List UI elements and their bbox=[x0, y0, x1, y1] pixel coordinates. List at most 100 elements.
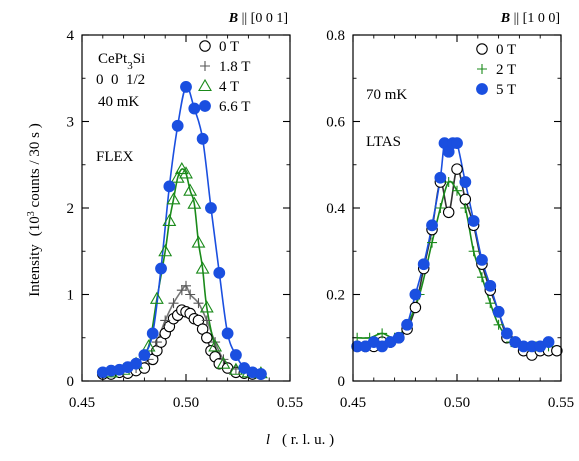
left-temperature-label: 40 mK bbox=[98, 94, 139, 110]
right-temperature-label: 70 mK bbox=[366, 87, 407, 103]
left-data-point bbox=[185, 289, 196, 300]
right-data-point bbox=[467, 215, 480, 227]
left-data-point bbox=[130, 357, 142, 370]
left-legend-label: 6.6 T bbox=[219, 99, 250, 115]
left-data-point bbox=[230, 349, 242, 361]
right-legend-marker bbox=[477, 64, 487, 74]
left-legend-item-2: 4 T bbox=[198, 78, 239, 95]
left-legend-label: 0 T bbox=[219, 39, 239, 55]
left-legend-label: 1.8 T bbox=[219, 59, 250, 75]
right-data-point bbox=[409, 301, 422, 314]
left-legend-label: 4 T bbox=[219, 79, 239, 95]
right-data-points bbox=[351, 137, 563, 361]
left-legend-marker bbox=[200, 61, 210, 71]
right-data-point bbox=[434, 171, 447, 184]
left-field-label: B || [0 0 1] bbox=[228, 11, 288, 26]
left-data-point bbox=[163, 180, 176, 193]
left-data-point bbox=[149, 291, 164, 304]
left-xtick-label: 0.55 bbox=[277, 395, 303, 411]
right-axis-ticks: 0.45 0.50 0.55 0 0.2 0.4 0.6 0.8 bbox=[326, 28, 574, 411]
right-xtick-label: 0.50 bbox=[444, 395, 470, 411]
right-data-point bbox=[476, 253, 488, 266]
left-data-point bbox=[176, 285, 187, 296]
right-data-point bbox=[443, 177, 454, 188]
left-data-point bbox=[168, 298, 179, 309]
right-data-point bbox=[426, 219, 438, 232]
left-xtick-label: 0.50 bbox=[173, 395, 199, 411]
right-legend-item-2: 5 T bbox=[476, 82, 516, 98]
right-series-1 bbox=[352, 177, 554, 352]
left-data-point bbox=[191, 235, 206, 248]
left-data-point bbox=[155, 262, 167, 275]
right-data-point bbox=[485, 298, 496, 309]
right-legend-marker bbox=[476, 43, 488, 55]
panel-right: 0.45 0.50 0.55 0 0.2 0.4 0.6 0.8 B || [1 0 0] 7… bbox=[326, 11, 574, 411]
left-ytick-label: 0 bbox=[67, 374, 75, 390]
right-fit-curve-0 bbox=[357, 168, 557, 356]
right-data-point bbox=[442, 206, 455, 219]
right-field-label: B || [1 0 0] bbox=[500, 11, 560, 26]
left-series-3 bbox=[96, 81, 267, 380]
left-data-point bbox=[195, 261, 210, 274]
left-data-point bbox=[193, 298, 204, 309]
right-data-point bbox=[377, 328, 388, 339]
left-legend-item-0: 0 T bbox=[199, 39, 239, 55]
left-legend-item-3: 6.6 T bbox=[199, 99, 250, 115]
left-legend-marker bbox=[199, 40, 211, 52]
x-axis-label: l( r. l. u. ) bbox=[266, 432, 334, 448]
left-ytick-label: 3 bbox=[67, 115, 75, 131]
left-ytick-label: 2 bbox=[67, 201, 75, 217]
right-instrument-label: LTAS bbox=[366, 134, 401, 150]
y-axis-label: Intensity(103 counts / 30 s ) bbox=[26, 123, 44, 296]
left-data-point bbox=[254, 368, 267, 380]
right-data-point bbox=[493, 319, 504, 330]
right-data-point bbox=[452, 185, 462, 196]
left-data-point bbox=[213, 266, 226, 279]
right-data-point bbox=[476, 272, 487, 283]
right-data-point bbox=[459, 193, 472, 206]
right-series-2 bbox=[351, 137, 555, 353]
left-legend-marker bbox=[198, 78, 212, 92]
right-data-point bbox=[427, 237, 438, 248]
left-legend: 0 T 1.8 T 4 T 6.6 T bbox=[198, 39, 250, 115]
left-data-point bbox=[180, 81, 192, 93]
right-ytick-label: 0.6 bbox=[326, 115, 345, 131]
left-ytick-label: 4 bbox=[67, 28, 75, 44]
right-ytick-label: 0.8 bbox=[326, 28, 345, 44]
right-ytick-label: 0.4 bbox=[326, 201, 345, 217]
right-data-point bbox=[451, 137, 463, 150]
left-data-point bbox=[205, 202, 217, 214]
right-data-point bbox=[417, 258, 430, 271]
left-data-point bbox=[171, 119, 184, 132]
right-data-point bbox=[501, 327, 513, 340]
left-data-point bbox=[199, 300, 214, 313]
left-axis-ticks: 0.45 0.50 0.55 0 1 2 3 4 bbox=[67, 28, 304, 411]
right-legend-marker bbox=[476, 83, 488, 95]
left-data-points bbox=[96, 81, 268, 380]
right-data-point bbox=[542, 336, 555, 348]
left-legend-marker bbox=[199, 100, 211, 112]
left-data-point bbox=[221, 327, 234, 340]
left-data-point bbox=[208, 339, 223, 352]
left-data-point bbox=[210, 337, 221, 348]
left-data-point bbox=[179, 166, 193, 179]
right-data-point bbox=[460, 203, 471, 213]
right-data-point bbox=[459, 176, 472, 188]
right-data-point bbox=[409, 288, 422, 301]
left-instrument-label: FLEX bbox=[96, 149, 134, 165]
right-data-point bbox=[451, 163, 463, 175]
left-data-point bbox=[187, 196, 202, 209]
left-data-point bbox=[151, 337, 162, 348]
right-legend-label: 0 T bbox=[496, 42, 516, 58]
right-data-point bbox=[551, 344, 563, 357]
left-reflection-label: 0 0 1/2 bbox=[96, 72, 145, 88]
left-data-point bbox=[160, 315, 171, 326]
left-data-point bbox=[162, 213, 177, 227]
left-ytick-label: 1 bbox=[67, 288, 75, 304]
right-data-point bbox=[435, 203, 446, 213]
left-data-point bbox=[188, 102, 201, 115]
right-legend-label: 2 T bbox=[496, 62, 516, 78]
left-data-point bbox=[146, 327, 159, 340]
